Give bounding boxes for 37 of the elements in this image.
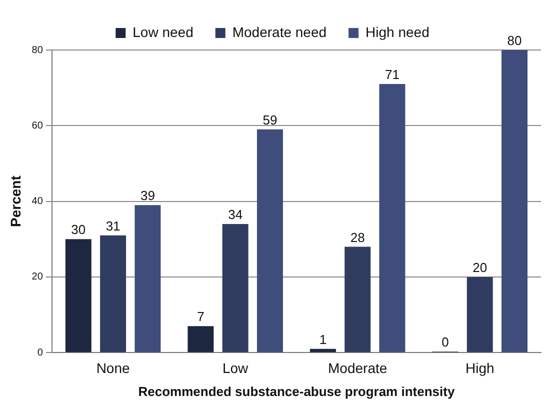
bar [134, 205, 161, 352]
data-label: 1 [319, 332, 327, 347]
data-label: 7 [197, 309, 204, 324]
bar [379, 84, 406, 352]
bar [310, 348, 336, 352]
data-label: 28 [350, 230, 365, 245]
data-label: 0 [442, 334, 449, 350]
y-tick-label: 20 [32, 272, 44, 283]
bar [256, 129, 283, 352]
legend-label: Moderate need [232, 24, 327, 40]
bar [344, 246, 371, 352]
bar [100, 235, 126, 352]
data-label: 59 [262, 112, 278, 128]
bar [502, 50, 528, 352]
x-tick-label: High [465, 360, 494, 376]
y-axis-title: Percent [7, 175, 24, 227]
data-label: 20 [472, 260, 488, 276]
x-tick-label: Moderate [328, 360, 388, 376]
y-tick-label: 60 [32, 120, 44, 132]
legend-label: Low need [132, 24, 194, 40]
x-tick-label: None [96, 360, 130, 376]
bar [222, 224, 248, 352]
data-label: 31 [106, 218, 120, 234]
bar [466, 276, 493, 352]
bar [188, 326, 214, 352]
data-label: 30 [71, 222, 86, 238]
data-label: 34 [228, 207, 243, 222]
data-label: 71 [385, 67, 400, 82]
x-tick-label: Low [222, 360, 250, 376]
y-tick-label: 40 [32, 196, 44, 208]
data-label: 39 [140, 188, 155, 204]
y-tick-label: 80 [32, 44, 44, 56]
legend-label: High need [366, 24, 430, 40]
bar [65, 239, 92, 352]
y-tick-label: 0 [37, 347, 44, 358]
data-label: 80 [507, 33, 522, 48]
x-axis-title: Recommended substance-abuse program intensity [138, 384, 456, 399]
